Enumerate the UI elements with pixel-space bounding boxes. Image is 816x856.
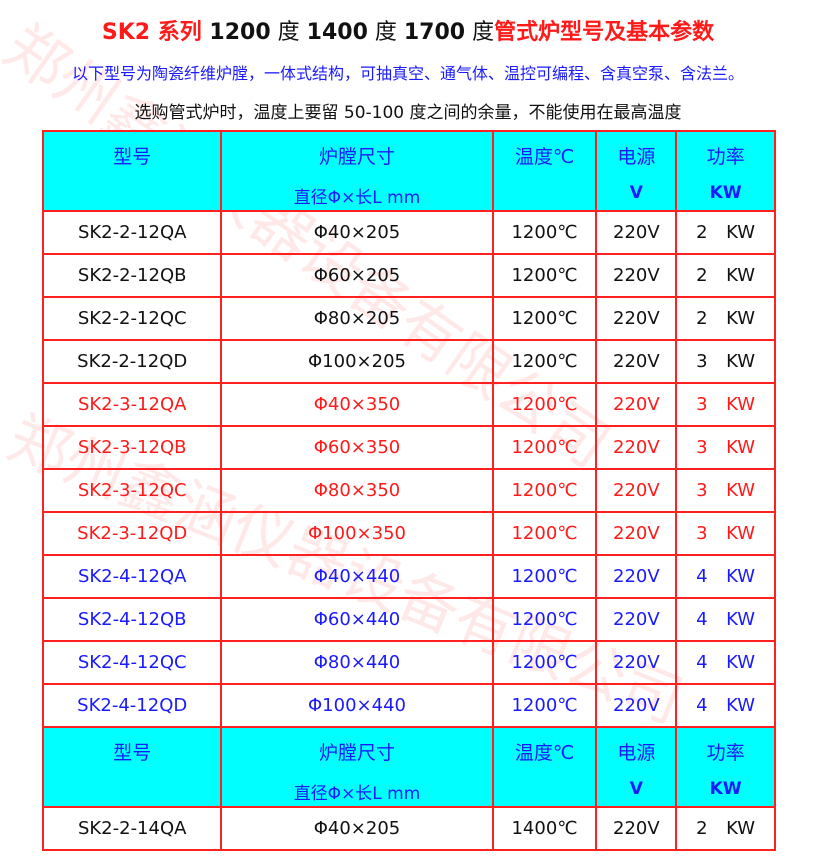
header-model: 型号 bbox=[41, 130, 223, 212]
power-cell: 2 KW bbox=[675, 253, 776, 298]
power-cell: 2 KW bbox=[675, 210, 776, 255]
size-cell: Φ100×440 bbox=[220, 683, 494, 728]
model-cell: SK2-2-14QA bbox=[41, 806, 223, 851]
table-row: SK2-3-12QD Φ100×350 1200℃ 220V 3 KW bbox=[41, 511, 776, 556]
size-cell: Φ100×205 bbox=[220, 339, 494, 384]
voltage-cell: 220V bbox=[595, 640, 678, 685]
purchase-note: 选购管式炉时，温度上要留 50-100 度之间的余量，不能使用在最高温度 bbox=[134, 103, 682, 123]
table-row: SK2-4-12QC Φ80×440 1200℃ 220V 4 KW bbox=[41, 640, 776, 685]
size-cell: Φ80×350 bbox=[220, 468, 494, 513]
model-cell: SK2-3-12QB bbox=[41, 425, 223, 470]
table-row: SK2-4-12QA Φ40×440 1200℃ 220V 4 KW bbox=[41, 554, 776, 599]
size-cell: Φ40×205 bbox=[220, 210, 494, 255]
temp-cell: 1400℃ bbox=[491, 806, 598, 851]
power-cell: 4 KW bbox=[675, 554, 776, 599]
voltage-cell: 220V bbox=[595, 554, 678, 599]
model-cell: SK2-2-12QA bbox=[41, 210, 223, 255]
model-cell: SK2-2-12QD bbox=[41, 339, 223, 384]
voltage-cell: 220V bbox=[595, 468, 678, 513]
voltage-cell: 220V bbox=[595, 806, 678, 851]
page-title: SK2 系列 1200 度 1400 度 1700 度管式炉型号及基本参数 bbox=[101, 20, 715, 45]
table-row: SK2-2-12QB Φ60×205 1200℃ 220V 2 KW bbox=[41, 253, 776, 298]
table-row: SK2-2-12QC Φ80×205 1200℃ 220V 2 KW bbox=[41, 296, 776, 341]
temp-cell: 1200℃ bbox=[491, 554, 598, 599]
voltage-cell: 220V bbox=[595, 382, 678, 427]
power-cell: 3 KW bbox=[675, 468, 776, 513]
header-power: 功率 KW bbox=[675, 130, 776, 212]
table-row: SK2-4-12QB Φ60×440 1200℃ 220V 4 KW bbox=[41, 597, 776, 642]
voltage-cell: 220V bbox=[595, 339, 678, 384]
voltage-cell: 220V bbox=[595, 253, 678, 298]
spec-table: 型号 炉膛尺寸 直径Φ×长L mm 温度℃ 电源 V 功率 KW SK2-2-12QA… bbox=[41, 130, 776, 851]
header-power-source: 电源 V bbox=[595, 726, 678, 808]
temp-cell: 1200℃ bbox=[491, 640, 598, 685]
model-cell: SK2-3-12QC bbox=[41, 468, 223, 513]
size-cell: Φ60×440 bbox=[220, 597, 494, 642]
temp-cell: 1200℃ bbox=[491, 597, 598, 642]
power-cell: 2 KW bbox=[675, 296, 776, 341]
temp-cell: 1200℃ bbox=[491, 382, 598, 427]
voltage-cell: 220V bbox=[595, 597, 678, 642]
power-cell: 2 KW bbox=[675, 806, 776, 851]
model-cell: SK2-3-12QD bbox=[41, 511, 223, 556]
model-cell: SK2-2-12QC bbox=[41, 296, 223, 341]
header-power: 功率 KW bbox=[675, 726, 776, 808]
voltage-cell: 220V bbox=[595, 683, 678, 728]
temp-cell: 1200℃ bbox=[491, 339, 598, 384]
header-power-source: 电源 V bbox=[595, 130, 678, 212]
size-cell: Φ40×205 bbox=[220, 806, 494, 851]
power-cell: 4 KW bbox=[675, 683, 776, 728]
model-cell: SK2-2-12QB bbox=[41, 253, 223, 298]
voltage-cell: 220V bbox=[595, 425, 678, 470]
size-cell: Φ40×350 bbox=[220, 382, 494, 427]
temp-cell: 1200℃ bbox=[491, 683, 598, 728]
voltage-cell: 220V bbox=[595, 210, 678, 255]
size-cell: Φ60×350 bbox=[220, 425, 494, 470]
voltage-cell: 220V bbox=[595, 296, 678, 341]
size-cell: Φ40×440 bbox=[220, 554, 494, 599]
table-row: SK2-4-12QD Φ100×440 1200℃ 220V 4 KW bbox=[41, 683, 776, 728]
temp-cell: 1200℃ bbox=[491, 296, 598, 341]
temp-cell: 1200℃ bbox=[491, 210, 598, 255]
temp-cell: 1200℃ bbox=[491, 511, 598, 556]
model-cell: SK2-4-12QC bbox=[41, 640, 223, 685]
size-cell: Φ60×205 bbox=[220, 253, 494, 298]
power-cell: 3 KW bbox=[675, 511, 776, 556]
model-cell: SK2-3-12QA bbox=[41, 382, 223, 427]
table-row: SK2-3-12QA Φ40×350 1200℃ 220V 3 KW bbox=[41, 382, 776, 427]
temp-cell: 1200℃ bbox=[491, 468, 598, 513]
size-cell: Φ80×440 bbox=[220, 640, 494, 685]
subtitle: 以下型号为陶瓷纤维炉膛，一体式结构，可抽真空、通气体、温控可编程、含真空泵、含法… bbox=[71, 64, 744, 83]
temp-cell: 1200℃ bbox=[491, 253, 598, 298]
table-header-row: 型号 炉膛尺寸 直径Φ×长L mm 温度℃ 电源 V 功率 KW bbox=[41, 726, 776, 808]
table-row: SK2-2-12QA Φ40×205 1200℃ 220V 2 KW bbox=[41, 210, 776, 255]
size-cell: Φ80×205 bbox=[220, 296, 494, 341]
header-temp: 温度℃ bbox=[491, 130, 598, 212]
header-chamber: 炉膛尺寸 直径Φ×长L mm bbox=[220, 130, 494, 212]
table-row: SK2-2-12QD Φ100×205 1200℃ 220V 3 KW bbox=[41, 339, 776, 384]
table-row: SK2-3-12QB Φ60×350 1200℃ 220V 3 KW bbox=[41, 425, 776, 470]
header-chamber: 炉膛尺寸 直径Φ×长L mm bbox=[220, 726, 494, 808]
header-model: 型号 bbox=[41, 726, 223, 808]
power-cell: 3 KW bbox=[675, 425, 776, 470]
size-cell: Φ100×350 bbox=[220, 511, 494, 556]
power-cell: 3 KW bbox=[675, 382, 776, 427]
model-cell: SK2-4-12QA bbox=[41, 554, 223, 599]
power-cell: 3 KW bbox=[675, 339, 776, 384]
temp-cell: 1200℃ bbox=[491, 425, 598, 470]
voltage-cell: 220V bbox=[595, 511, 678, 556]
header-temp: 温度℃ bbox=[491, 726, 598, 808]
table-row: SK2-2-14QA Φ40×205 1400℃ 220V 2 KW bbox=[41, 806, 776, 851]
model-cell: SK2-4-12QB bbox=[41, 597, 223, 642]
power-cell: 4 KW bbox=[675, 597, 776, 642]
model-cell: SK2-4-12QD bbox=[41, 683, 223, 728]
power-cell: 4 KW bbox=[675, 640, 776, 685]
table-header-row: 型号 炉膛尺寸 直径Φ×长L mm 温度℃ 电源 V 功率 KW bbox=[41, 130, 776, 212]
table-row: SK2-3-12QC Φ80×350 1200℃ 220V 3 KW bbox=[41, 468, 776, 513]
